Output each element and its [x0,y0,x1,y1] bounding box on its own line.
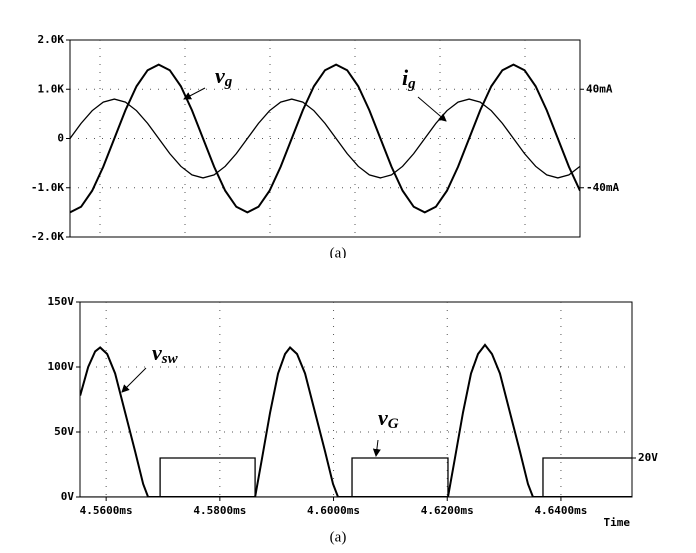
plot-frame [79,301,633,498]
y-tick-label: 0V [61,490,75,503]
annotation-arrow [183,87,206,100]
x-tick-label: 4.6000ms [307,504,360,517]
annotation-main: v [215,63,225,88]
annotation-arrow [372,439,381,457]
series-annotation: ig [402,65,416,92]
caption: (a) [330,245,347,261]
series-annotation: vg [215,63,233,90]
x-tick-label: 4.5600ms [80,504,133,517]
series-annotation: vsw [152,340,179,367]
annotation-sub: g [407,76,416,92]
y-tick-label: 50V [54,425,74,438]
annotation-arrow [417,96,447,122]
x-tick-label: 4.6200ms [421,504,474,517]
x-tick-label: 4.5800ms [193,504,246,517]
series-line [70,98,580,179]
x-axis-label: Time [604,516,631,529]
y-tick-label: -2.0K [31,230,64,243]
annotation-sub: g [224,74,233,90]
annotation-arrow [121,367,147,393]
annotation-sub: G [388,416,399,432]
annotation-main: v [378,405,388,430]
y-tick-label: 100V [48,360,75,373]
y-tick-label: 150V [48,295,75,308]
plot-area [70,63,580,214]
series-annotation: vG [378,405,399,432]
annotation-main: i [402,65,409,90]
y-tick-label: 2.0K [38,33,65,46]
series-line [80,457,632,497]
y-tick-label: -1.0K [31,181,64,194]
y2-tick-label: -40mA [586,181,619,194]
series-line [70,63,580,214]
y-tick-label: 1.0K [38,82,65,95]
y2-tick-label: 20V [638,451,658,464]
plot-area [80,343,632,497]
annotation-main: v [152,340,162,365]
caption: (a) [330,529,347,545]
x-tick-label: 4.6400ms [534,504,587,517]
y2-tick-label: 40mA [586,82,613,95]
series-line [80,343,632,497]
y-tick-label: 0 [57,132,64,145]
annotation-sub: sw [161,351,179,367]
